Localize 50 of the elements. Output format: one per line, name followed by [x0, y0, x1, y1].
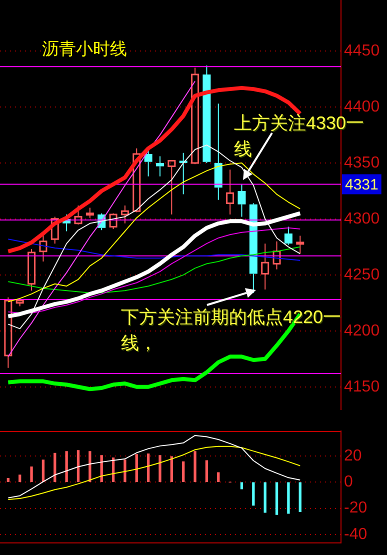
- candlestick: [202, 65, 211, 164]
- y-tick-label: 4450: [344, 42, 380, 60]
- bar: [194, 451, 196, 482]
- ref-line-label: 4331: [345, 176, 378, 194]
- bar: [54, 452, 56, 482]
- bar: [18, 474, 22, 482]
- y-tick-label: 4400: [344, 98, 380, 116]
- candlestick: [214, 103, 222, 200]
- bar: [65, 451, 68, 482]
- candlestick: [4, 296, 12, 368]
- bar: [240, 482, 244, 490]
- y-tick-label: 4250: [344, 266, 380, 284]
- y-tick-label: 0: [344, 474, 353, 491]
- y-tick-label: -20: [344, 500, 368, 517]
- bar: [298, 482, 302, 512]
- bar: [76, 450, 80, 482]
- text: 沥青小时线: [42, 40, 127, 59]
- candlestick: [120, 205, 129, 224]
- bar: [42, 460, 45, 482]
- candlestick: [168, 160, 176, 215]
- candlestick: [28, 248, 36, 292]
- bar: [217, 472, 220, 482]
- y-tick-label: 20: [344, 447, 362, 464]
- bar: [30, 466, 33, 482]
- candlestick: [261, 243, 270, 290]
- bar: [287, 482, 290, 514]
- bar: [88, 451, 92, 482]
- bar: [182, 461, 185, 482]
- candlestick: [74, 205, 82, 226]
- y-tick-label: 4200: [344, 322, 380, 340]
- bar: [158, 455, 162, 482]
- bar: [135, 454, 138, 482]
- candlestick: [238, 184, 246, 218]
- candlestick: [296, 235, 304, 254]
- candlestick: [272, 240, 281, 270]
- bar: [170, 456, 173, 482]
- candlestick: [144, 149, 152, 177]
- y-tick-label: 4150: [344, 378, 380, 396]
- candlestick: [226, 169, 234, 215]
- bar: [252, 482, 255, 506]
- bar: [6, 478, 10, 482]
- bar: [205, 460, 208, 482]
- y-tick-label: 4300: [344, 210, 380, 228]
- bar: [146, 453, 150, 482]
- bar: [275, 482, 278, 515]
- bar: [124, 460, 126, 482]
- y-tick-label: -40: [344, 526, 368, 543]
- candlestick: [179, 152, 188, 195]
- bar: [264, 482, 266, 513]
- candlestick: [156, 156, 164, 177]
